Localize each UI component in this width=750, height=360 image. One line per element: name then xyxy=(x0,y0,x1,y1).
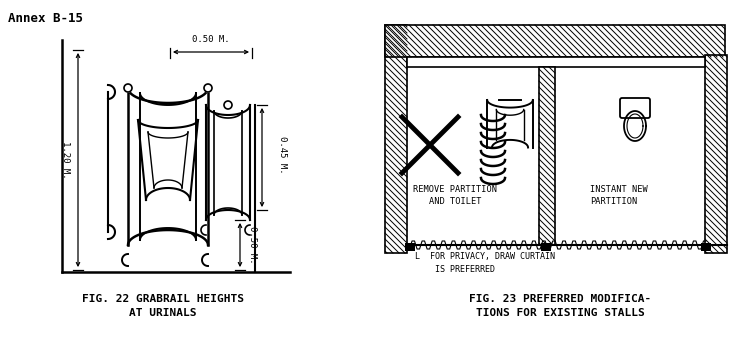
Text: L  FOR PRIVACY, DRAW CURTAIN
    IS PREFERRED: L FOR PRIVACY, DRAW CURTAIN IS PREFERRED xyxy=(415,252,555,274)
Text: INSTANT NEW
PARTITION: INSTANT NEW PARTITION xyxy=(590,185,648,207)
Text: FIG. 23 PREFERRED MODIFICA-: FIG. 23 PREFERRED MODIFICA- xyxy=(469,294,651,304)
Text: TIONS FOR EXISTING STALLS: TIONS FOR EXISTING STALLS xyxy=(476,308,644,318)
Bar xyxy=(405,243,415,251)
Bar xyxy=(701,243,711,251)
Circle shape xyxy=(124,84,132,92)
Text: 0.45 M.: 0.45 M. xyxy=(278,136,287,174)
Text: 1.20 M.: 1.20 M. xyxy=(61,141,70,179)
Text: 0.50 M.: 0.50 M. xyxy=(192,35,230,44)
Circle shape xyxy=(204,84,212,92)
Bar xyxy=(385,25,725,57)
Text: FIG. 22 GRABRAIL HEIGHTS: FIG. 22 GRABRAIL HEIGHTS xyxy=(82,294,244,304)
Bar xyxy=(539,67,555,245)
FancyBboxPatch shape xyxy=(620,98,650,118)
Bar xyxy=(541,243,551,251)
Bar xyxy=(407,57,705,67)
Text: REMOVE PARTITION
AND TOILET: REMOVE PARTITION AND TOILET xyxy=(413,185,497,207)
Text: Annex B-15: Annex B-15 xyxy=(8,12,83,25)
Bar xyxy=(705,55,727,253)
Text: 0.50 M.: 0.50 M. xyxy=(248,226,257,264)
Circle shape xyxy=(224,101,232,109)
Bar xyxy=(385,25,407,253)
Polygon shape xyxy=(624,111,646,141)
Text: AT URINALS: AT URINALS xyxy=(129,308,196,318)
